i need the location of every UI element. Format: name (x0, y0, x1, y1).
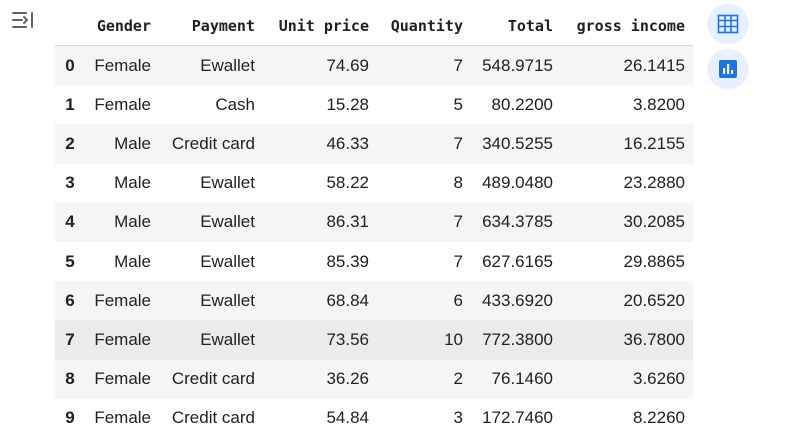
cell-gross-income: 3.8200 (561, 85, 693, 125)
cell-quantity: 8 (377, 163, 471, 203)
cell-quantity: 7 (377, 241, 471, 282)
table-header-row: Gender Payment Unit price Quantity Total… (55, 6, 693, 46)
cell-total: 80.2200 (471, 85, 561, 125)
cell-payment: Cash (159, 85, 263, 125)
cell-payment: Credit card (159, 124, 263, 164)
column-header-index (55, 6, 85, 46)
table-row[interactable]: 0 Female Ewallet 74.69 7 548.9715 26.1415 (55, 45, 693, 86)
cell-unit-price: 54.84 (263, 398, 377, 438)
column-header-payment: Payment (159, 6, 263, 46)
cell-payment: Ewallet (159, 163, 263, 203)
collapse-output-button[interactable] (8, 6, 38, 34)
table-row[interactable]: 5 Male Ewallet 85.39 7 627.6165 29.8865 (55, 241, 693, 282)
column-header-gender: Gender (85, 6, 159, 46)
table-body: 0 Female Ewallet 74.69 7 548.9715 26.1415 1 Fema… (55, 45, 693, 438)
cell-gender: Male (85, 202, 159, 242)
cell-unit-price: 86.31 (263, 202, 377, 242)
cell-gross-income: 20.6520 (561, 281, 693, 321)
cell-quantity: 10 (377, 320, 471, 360)
dataframe-table: Gender Payment Unit price Quantity Total… (55, 6, 693, 438)
row-index: 1 (55, 85, 85, 125)
cell-gender: Female (85, 320, 159, 360)
cell-quantity: 6 (377, 281, 471, 321)
cell-gross-income: 23.2880 (561, 163, 693, 203)
cell-gender: Female (85, 398, 159, 438)
cell-gender: Male (85, 241, 159, 282)
cell-unit-price: 46.33 (263, 124, 377, 164)
table-row[interactable]: 9 Female Credit card 54.84 3 172.7460 8.2260 (55, 398, 693, 438)
table-row[interactable]: 6 Female Ewallet 68.84 6 433.6920 20.6520 (55, 281, 693, 321)
row-index: 6 (55, 281, 85, 321)
row-index: 8 (55, 359, 85, 399)
table-row[interactable]: 7 Female Ewallet 73.56 10 772.3800 36.7800 (55, 320, 693, 360)
cell-gross-income: 16.2155 (561, 124, 693, 164)
cell-gender: Female (85, 359, 159, 399)
convert-to-interactive-table-button[interactable] (707, 4, 749, 44)
cell-quantity: 5 (377, 85, 471, 125)
table-view-icon (717, 14, 739, 34)
cell-gross-income: 8.2260 (561, 398, 693, 438)
bar-chart-icon (719, 60, 737, 78)
cell-total: 340.5255 (471, 124, 561, 164)
cell-gender: Male (85, 163, 159, 203)
suggest-charts-button[interactable] (707, 49, 749, 89)
cell-unit-price: 85.39 (263, 241, 377, 282)
cell-payment: Ewallet (159, 202, 263, 242)
cell-total: 172.7460 (471, 398, 561, 438)
row-index: 9 (55, 398, 85, 438)
cell-quantity: 7 (377, 45, 471, 86)
cell-payment: Credit card (159, 359, 263, 399)
dataframe-output: Gender Payment Unit price Quantity Total… (55, 6, 693, 438)
cell-gender: Female (85, 45, 159, 86)
row-index: 2 (55, 124, 85, 164)
cell-gross-income: 26.1415 (561, 45, 693, 86)
column-header-total: Total (471, 6, 561, 46)
cell-quantity: 7 (377, 202, 471, 242)
table-row[interactable]: 8 Female Credit card 36.26 2 76.1460 3.6260 (55, 359, 693, 399)
cell-total: 772.3800 (471, 320, 561, 360)
cell-payment: Ewallet (159, 45, 263, 86)
column-header-gross-income: gross income (561, 6, 693, 46)
cell-payment: Ewallet (159, 320, 263, 360)
cell-gross-income: 29.8865 (561, 241, 693, 282)
cell-gender: Female (85, 281, 159, 321)
cell-gross-income: 36.7800 (561, 320, 693, 360)
column-header-unit-price: Unit price (263, 6, 377, 46)
cell-payment: Credit card (159, 398, 263, 438)
cell-unit-price: 36.26 (263, 359, 377, 399)
row-index: 4 (55, 202, 85, 242)
cell-total: 548.9715 (471, 45, 561, 86)
collapse-output-icon (12, 12, 33, 28)
cell-payment: Ewallet (159, 241, 263, 282)
cell-unit-price: 68.84 (263, 281, 377, 321)
cell-gross-income: 3.6260 (561, 359, 693, 399)
cell-total: 489.0480 (471, 163, 561, 203)
cell-unit-price: 58.22 (263, 163, 377, 203)
cell-total: 76.1460 (471, 359, 561, 399)
row-index: 7 (55, 320, 85, 360)
cell-unit-price: 15.28 (263, 85, 377, 125)
cell-gender: Female (85, 85, 159, 125)
column-header-quantity: Quantity (377, 6, 471, 46)
table-row[interactable]: 3 Male Ewallet 58.22 8 489.0480 23.2880 (55, 163, 693, 203)
table-row[interactable]: 2 Male Credit card 46.33 7 340.5255 16.2155 (55, 124, 693, 164)
cell-payment: Ewallet (159, 281, 263, 321)
table-row[interactable]: 4 Male Ewallet 86.31 7 634.3785 30.2085 (55, 202, 693, 242)
cell-total: 433.6920 (471, 281, 561, 321)
cell-gender: Male (85, 124, 159, 164)
cell-quantity: 2 (377, 359, 471, 399)
cell-gross-income: 30.2085 (561, 202, 693, 242)
cell-unit-price: 73.56 (263, 320, 377, 360)
row-index: 3 (55, 163, 85, 203)
cell-total: 627.6165 (471, 241, 561, 282)
row-index: 5 (55, 241, 85, 282)
cell-quantity: 7 (377, 124, 471, 164)
cell-quantity: 3 (377, 398, 471, 438)
table-row[interactable]: 1 Female Cash 15.28 5 80.2200 3.8200 (55, 85, 693, 125)
cell-total: 634.3785 (471, 202, 561, 242)
row-index: 0 (55, 45, 85, 86)
cell-unit-price: 74.69 (263, 45, 377, 86)
